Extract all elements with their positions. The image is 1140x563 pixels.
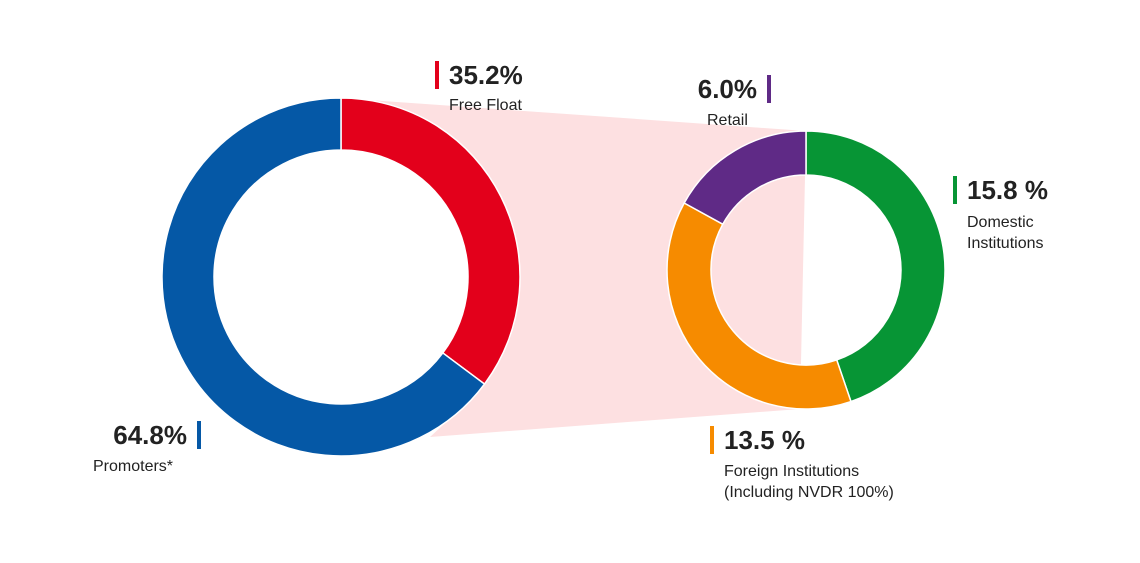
label-bar — [953, 176, 957, 204]
value-label: 35.2% — [449, 59, 523, 90]
label-bar — [767, 75, 771, 103]
value-label-row: 6.0% — [698, 74, 771, 104]
value-label: 6.0% — [697, 73, 757, 104]
value-label-row: 64.8% — [113, 420, 201, 450]
category-label: Retail — [707, 112, 748, 129]
donut-slice — [340, 97, 521, 386]
value-label-row: 15.8 % — [953, 175, 1048, 205]
donut-slice — [683, 130, 807, 226]
donut-slice — [666, 201, 852, 410]
label-bar — [710, 426, 714, 454]
category-label: Foreign Institutions (Including NVDR 100… — [724, 463, 894, 501]
value-label: 64.8% — [113, 419, 187, 450]
category-label: Promoters* — [93, 458, 174, 475]
donut-slice — [161, 97, 486, 457]
value-label-row: 13.5 % — [710, 425, 805, 455]
donut-slice — [805, 130, 946, 403]
label-bar — [197, 421, 201, 449]
label-bar — [435, 61, 439, 89]
value-label-row: 35.2% — [435, 60, 523, 90]
category-label: Free Float — [449, 97, 522, 114]
connector-band — [341, 98, 806, 437]
value-label: 15.8 % — [967, 174, 1048, 205]
category-label: Domestic Institutions — [967, 214, 1044, 252]
value-label: 13.5 % — [724, 424, 805, 455]
